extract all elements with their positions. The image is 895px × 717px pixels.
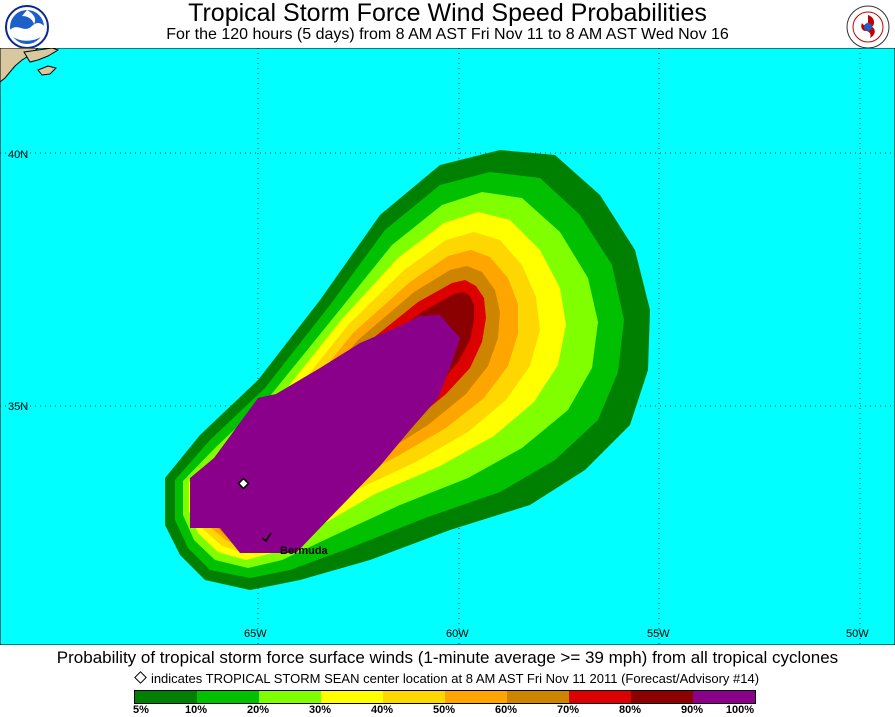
map-caption: Probability of tropical storm force surf… [56,648,839,667]
bermuda-label: Bermuda [280,545,329,557]
lat-label-35n: 35N [8,401,28,413]
legend-labels: 5% 10% 20% 30% 40% 50% 60% 70% 80% 90% 1… [0,705,895,717]
legend-label-60: 60% [494,704,518,716]
grid-lines [0,48,895,645]
legend-label-100: 100% [725,704,755,716]
page-subtitle: For the 120 hours (5 days) from 8 AM AST… [166,26,729,43]
legend-swatch-90-100 [693,691,755,703]
lon-label-65w: 65W [244,628,267,640]
legend-swatch-60-70 [507,691,569,703]
lon-label-50w: 50W [846,628,869,640]
nws-logo-icon [846,5,890,49]
legend-label-30: 30% [308,704,332,716]
diamond-icon [134,671,147,684]
legend-swatch-70-80 [569,691,631,703]
contour-90-100 [190,315,460,553]
lat-label-40n: 40N [8,149,28,161]
bermuda-icon [261,532,272,543]
legend-swatch-5-10 [135,691,197,703]
legend-label-5: 5% [133,704,149,716]
storm-center-note: indicates TROPICAL STORM SEAN center loc… [0,671,895,686]
legend-label-50: 50% [432,704,456,716]
color-legend [134,690,756,704]
legend-label-70: 70% [556,704,580,716]
header: Tropical Storm Force Wind Speed Probabil… [0,0,895,49]
lon-label-55w: 55W [647,628,670,640]
noaa-logo-icon [5,5,49,49]
legend-label-20: 20% [246,704,270,716]
legend-swatch-40-50 [383,691,445,703]
page-title: Tropical Storm Force Wind Speed Probabil… [188,0,707,27]
diamond-marker-icon [237,477,250,490]
land-nova-scotia [0,48,60,83]
footer: Probability of tropical storm force surf… [0,645,895,716]
legend-swatch-10-20 [197,691,259,703]
storm-center-note-text: indicates TROPICAL STORM SEAN center loc… [150,671,760,686]
legend-swatch-20-30 [259,691,321,703]
legend-label-90: 90% [680,704,704,716]
legend-swatch-50-60 [445,691,507,703]
legend-label-10: 10% [184,704,208,716]
legend-swatch-30-40 [321,691,383,703]
lon-label-60w: 60W [446,628,469,640]
probability-map: Bermuda 40N 35N 65W 60W 55W 50W [0,48,895,645]
legend-label-40: 40% [370,704,394,716]
legend-swatch-80-90 [631,691,693,703]
legend-label-80: 80% [618,704,642,716]
probability-contours [165,150,650,590]
